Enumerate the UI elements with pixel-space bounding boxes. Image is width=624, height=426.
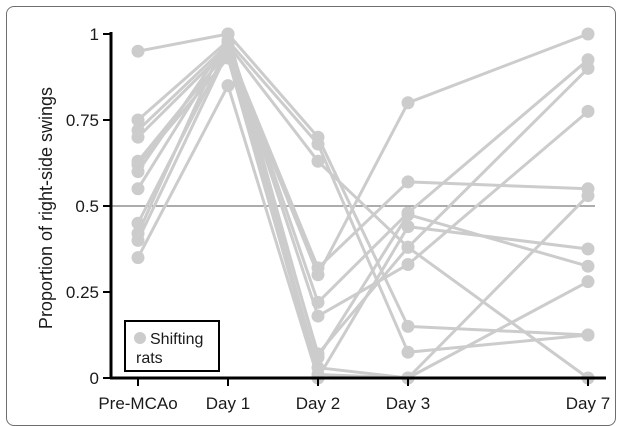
data-point-day-3 <box>401 319 415 333</box>
data-point-pre-mcao <box>131 227 145 241</box>
data-point-day-7 <box>581 27 595 41</box>
data-point-day-3 <box>401 240 415 254</box>
data-point-day-3 <box>401 257 415 271</box>
data-point-day-2 <box>311 309 325 323</box>
y-tick-label: 0.25 <box>66 283 99 302</box>
legend-marker <box>134 332 146 344</box>
data-point-day-7 <box>581 328 595 342</box>
data-point-day-7 <box>581 242 595 256</box>
legend: Shifting rats <box>124 320 220 372</box>
data-point-day-3 <box>401 345 415 359</box>
data-point-day-7 <box>581 189 595 203</box>
data-point-day-7 <box>581 275 595 289</box>
data-point-pre-mcao <box>131 113 145 127</box>
x-tick-label: Day 1 <box>206 394 250 413</box>
data-point-day-1 <box>221 51 235 65</box>
data-point-day-2 <box>311 137 325 151</box>
data-point-day-1 <box>221 79 235 93</box>
data-point-day-2 <box>311 268 325 282</box>
data-point-day-2 <box>311 154 325 168</box>
y-tick-label: 0.5 <box>75 197 99 216</box>
series-layer <box>131 27 595 385</box>
series-4 <box>131 41 595 275</box>
data-point-day-3 <box>401 175 415 189</box>
y-tick-label: 0 <box>90 369 99 388</box>
y-tick-label: 1 <box>90 25 99 44</box>
series-line <box>136 46 590 356</box>
data-point-day-3 <box>401 96 415 110</box>
data-point-pre-mcao <box>131 158 145 172</box>
data-point-pre-mcao <box>131 44 145 58</box>
chart: 0 0.25 0.5 0.75 1 Pre-MCAo Day 1 Day 2 Day 3 Day … <box>36 25 610 413</box>
data-point-day-3 <box>401 208 415 222</box>
y-tick-label: 0.75 <box>66 111 99 130</box>
x-tick-label: Pre-MCAo <box>98 394 177 413</box>
data-point-day-3 <box>401 220 415 234</box>
x-tick-label: Day 2 <box>296 394 340 413</box>
data-point-pre-mcao <box>131 130 145 144</box>
data-point-day-1 <box>221 27 235 41</box>
legend-label-line1: Shifting <box>150 331 203 348</box>
data-point-day-7 <box>581 104 595 118</box>
series-line <box>137 39 589 354</box>
legend-label-line2: rats <box>136 350 163 367</box>
x-tick-label: Day 3 <box>386 394 430 413</box>
data-point-pre-mcao <box>131 182 145 196</box>
y-axis-title: Proportion of right-side swings <box>36 87 56 329</box>
data-point-pre-mcao <box>131 251 145 265</box>
data-point-day-7 <box>581 259 595 273</box>
x-tick-label: Day 7 <box>566 394 610 413</box>
series-11 <box>131 27 595 364</box>
legend-box <box>124 320 220 372</box>
axis-layer: 0 0.25 0.5 0.75 1 Pre-MCAo Day 1 Day 2 Day 3 Day … <box>66 25 610 413</box>
data-point-day-7 <box>581 61 595 75</box>
